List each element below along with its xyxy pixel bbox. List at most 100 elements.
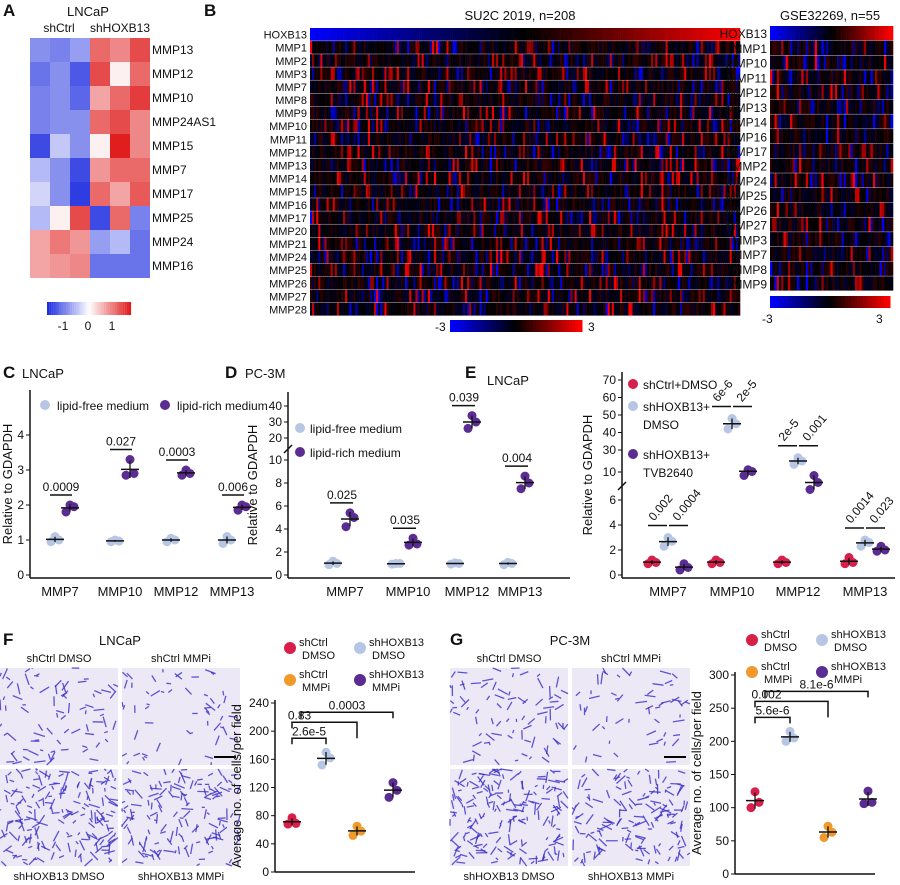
heatmap-cell [601,93,604,107]
heatmap-cell [508,289,511,303]
heatmap-cell [568,80,571,94]
heatmap-cell [634,41,637,54]
heatmap-cell [436,250,439,264]
heatmap-cell [367,41,371,54]
heatmap-cell [369,54,373,67]
heatmap-cell [545,185,549,198]
heatmap-cell [587,224,590,238]
heatmap-cell [659,237,662,251]
heatmap-cell [386,80,389,94]
heatmap-cell [510,172,513,185]
heatmap-cell [70,158,90,182]
heatmap-cell [669,158,673,172]
heatmap-cell [671,80,675,94]
heatmap-cell [661,250,664,264]
heatmap-cell [458,132,462,146]
heatmap-cell [386,54,389,67]
heatmap-cell [737,289,741,303]
heatmap-cell [491,185,495,198]
heatmap-cell [417,158,420,172]
heatmap-cell [620,132,623,146]
heatmap-cell [551,93,555,107]
heatmap-cell [597,132,600,146]
heatmap-cell [448,276,451,290]
heatmap-cell [541,119,544,133]
heatmap-cell [520,158,524,172]
heatmap-cell [686,132,689,146]
heatmap-cell [493,106,497,120]
heatmap-cell [792,70,795,85]
heatmap-cell [448,67,451,80]
gene-label: MMP27 [269,291,307,303]
heatmap-cell [717,302,720,316]
heatmap-cell [407,145,410,159]
heatmap-cell [518,276,522,290]
heatmap-cell [663,224,666,238]
heatmap-cell [721,41,724,54]
heatmap-cell [491,106,495,120]
heatmap-cell [715,54,718,67]
heatmap-cell [706,224,710,238]
heatmap-cell [473,289,476,303]
heatmap-cell [407,119,410,133]
heatmap-cell [642,41,646,54]
colorbar-segment [78,302,81,315]
heatmap-cell [785,26,789,41]
heatmap-cell [425,224,429,238]
heatmap-cell [700,250,704,264]
heatmap-cell [566,145,569,159]
heatmap-cell [562,28,565,41]
heatmap-cell [696,67,699,80]
heatmap-cell [421,185,425,198]
heatmap-cell [556,224,559,238]
heatmap-cell [640,106,644,120]
heatmap-cell [400,237,404,251]
heatmap-cell [423,28,427,41]
heatmap-cell [578,41,582,54]
heatmap-cell [378,41,381,54]
heatmap-cell [431,119,435,133]
heatmap-cell [821,70,824,85]
heatmap-cell [665,80,668,94]
heatmap-cell [388,237,391,251]
colorbar-segment [562,320,566,332]
heatmap-cell [529,93,532,107]
heatmap-cell [413,132,416,146]
heatmap-cell [770,26,773,41]
heatmap-cell [529,54,532,67]
heatmap-cell [318,198,321,211]
heatmap-cell [772,84,775,100]
heatmap-cell [675,119,679,133]
heatmap-cell [671,106,675,120]
heatmap-cell [673,67,677,80]
heatmap-cell [498,132,501,146]
heatmap-cell [415,119,418,133]
heatmap-cell [549,250,553,264]
heatmap-cell [500,224,503,238]
heatmap-cell [580,198,584,211]
heatmap-cell [781,70,784,85]
heatmap-cell [409,289,412,303]
heatmap-cell [622,119,625,133]
heatmap-cell [442,132,445,146]
heatmap-cell [525,289,528,303]
heatmap-cell [839,26,842,41]
heatmap-cell [434,119,437,133]
heatmap-cell [429,185,433,198]
heatmap-cell [516,158,520,172]
heatmap-cell [388,263,391,277]
heatmap-cell [706,28,710,41]
heatmap-cell [341,237,344,251]
heatmap-cell [613,211,617,224]
heatmap-cell [680,302,683,316]
heatmap-cell [537,263,540,277]
heatmap-cell [605,93,608,107]
heatmap-cell [341,28,344,41]
heatmap-cell [382,211,385,224]
heatmap-cell [562,119,565,133]
heatmap-cell [711,145,714,159]
heatmap-cell [677,263,681,277]
heatmap-cell [353,80,356,94]
heatmap-cell [384,80,387,94]
heatmap-cell [553,28,557,41]
